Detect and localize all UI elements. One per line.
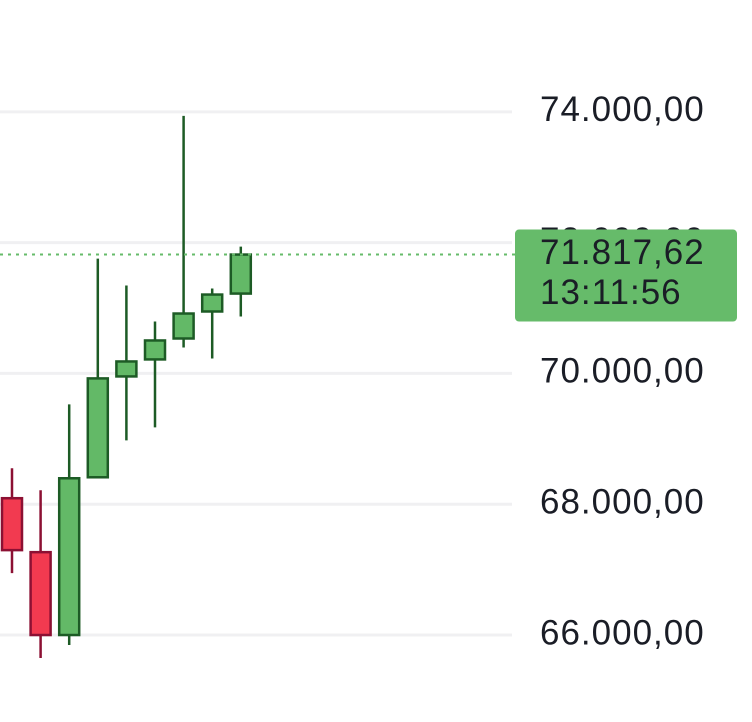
candle-body	[115, 360, 138, 378]
candle-body	[29, 550, 52, 637]
y-tick-label: 70.000,00	[540, 352, 705, 391]
candle-body	[0, 496, 24, 552]
y-tick-label: 66.000,00	[540, 613, 705, 652]
candle-body	[57, 477, 81, 637]
candle-body	[200, 293, 224, 313]
y-tick-label: 74.000,00	[540, 90, 705, 129]
countdown: 13:11:56	[540, 273, 682, 312]
candle-body	[143, 339, 167, 361]
candle-body	[172, 312, 195, 340]
y-tick-label: 68.000,00	[540, 482, 705, 521]
last-price-box	[515, 229, 737, 322]
last-price-label: 71.817,62	[540, 233, 705, 272]
candle-body	[229, 253, 253, 295]
candle-body	[86, 377, 110, 479]
